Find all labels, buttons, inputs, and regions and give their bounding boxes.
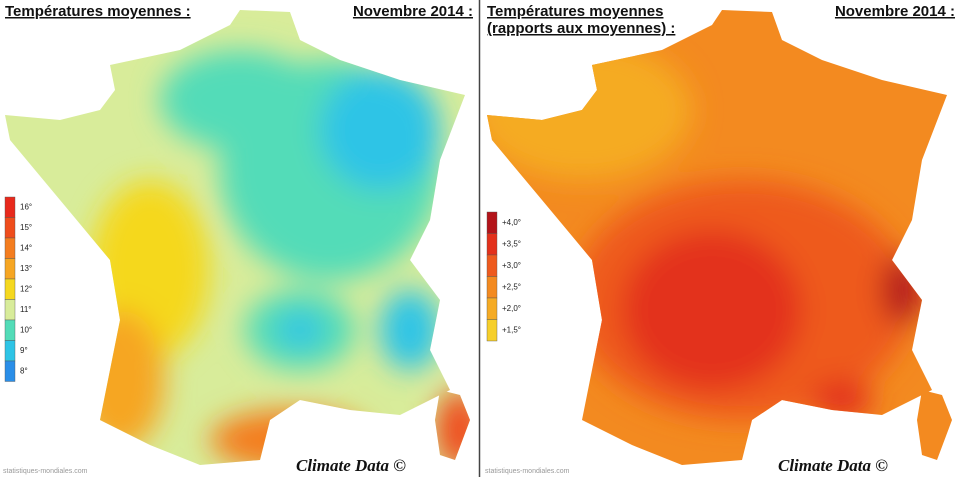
legend-swatch bbox=[486, 297, 498, 320]
legend-label: +2,5° bbox=[502, 282, 521, 291]
credit: Climate Data © bbox=[296, 456, 406, 475]
map bbox=[5, 10, 470, 465]
legend-label: 16° bbox=[20, 202, 32, 211]
legend-label: 9° bbox=[20, 346, 28, 355]
date: Novembre 2014 : bbox=[835, 3, 955, 20]
legend-swatch bbox=[486, 233, 498, 256]
legend-swatch bbox=[4, 319, 16, 341]
legend-label: 15° bbox=[20, 223, 32, 232]
legend-label: +4,0° bbox=[502, 218, 521, 227]
panel: Températures moyennes : Novembre 2014 : 16… bbox=[3, 3, 473, 475]
legend-label: +3,0° bbox=[502, 261, 521, 270]
legend-swatch bbox=[486, 254, 498, 277]
date: Novembre 2014 : bbox=[353, 3, 473, 20]
map bbox=[487, 10, 952, 465]
legend-swatch bbox=[4, 299, 16, 321]
legend-label: 12° bbox=[20, 284, 32, 293]
legend-swatch bbox=[486, 211, 498, 234]
legend-swatch bbox=[4, 196, 16, 218]
title: (rapports aux moyennes) : bbox=[487, 20, 675, 37]
legend-swatch bbox=[4, 278, 16, 300]
source: statistiques-mondiales.com bbox=[485, 468, 570, 475]
panel: Températures moyennes(rapports aux moyen… bbox=[485, 3, 955, 475]
title: Températures moyennes bbox=[487, 3, 663, 20]
legend-label: 13° bbox=[20, 264, 32, 273]
legend-label: 14° bbox=[20, 243, 32, 252]
legend-swatch bbox=[486, 276, 498, 299]
legend-label: 10° bbox=[20, 325, 32, 334]
legend-label: +2,0° bbox=[502, 304, 521, 313]
title: Températures moyennes : bbox=[5, 3, 191, 20]
legend-label: 11° bbox=[20, 305, 32, 314]
legend-swatch bbox=[486, 319, 498, 342]
legend-swatch bbox=[4, 237, 16, 259]
credit: Climate Data © bbox=[778, 456, 888, 475]
legend-swatch bbox=[4, 258, 16, 280]
legend-label: +1,5° bbox=[502, 325, 521, 334]
legend-label: 8° bbox=[20, 366, 28, 375]
source: statistiques-mondiales.com bbox=[3, 468, 88, 475]
legend-swatch bbox=[4, 360, 16, 382]
legend-swatch bbox=[4, 217, 16, 239]
legend-swatch bbox=[4, 340, 16, 362]
legend-label: +3,5° bbox=[502, 239, 521, 248]
